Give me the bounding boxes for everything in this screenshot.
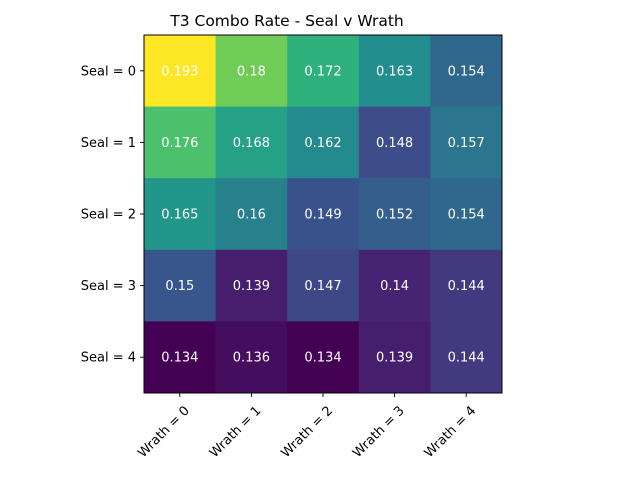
heatmap-cell-r4-c3 [358,321,431,394]
cell-value-label-r4-c3: 0.139 [376,351,413,366]
heatmap-cell-r3-c1 [215,249,288,322]
heatmap-value-labels: 0.193 0.18 0.172 0.163 0.154 0.176 0.168 0.162 0… [161,64,485,365]
heatmap-cells [144,35,503,394]
cell-value-label-r4-c4: 0.144 [448,351,485,366]
heatmap-cell-r0-c1 [215,35,288,108]
y-tick-label: Seal = 0 [81,64,136,79]
heatmap-cell-r3-c3 [358,249,431,322]
cell-value-label-r3-c0: 0.15 [165,279,194,294]
heatmap-cell-r3-c0 [144,249,217,322]
cell-value-label-r2-c3: 0.152 [376,208,413,223]
cell-value-label-r2-c4: 0.154 [448,208,485,223]
chart-title: T3 Combo Rate - Seal v Wrath [169,12,404,30]
y-tick-label: Seal = 3 [81,279,136,294]
y-tick-label: Seal = 2 [81,208,136,223]
plot-frame [143,34,503,394]
cell-value-label-r0-c0: 0.193 [161,64,198,79]
cell-value-label-r3-c4: 0.144 [448,279,485,294]
heatmap-cell-r1-c1 [215,106,288,179]
heatmap-cell-r2-c3 [358,178,431,251]
heatmap-cell-r1-c4 [430,106,503,179]
cell-value-label-r4-c0: 0.134 [161,351,198,366]
cell-value-label-r3-c1: 0.139 [233,279,270,294]
heatmap-cell-r1-c0 [144,106,217,179]
y-tick-label: Seal = 1 [81,136,136,151]
heatmap-cell-r3-c2 [287,249,360,322]
heatmap-cell-r1-c3 [358,106,431,179]
cell-value-label-r2-c0: 0.165 [161,208,198,223]
cell-value-label-r0-c3: 0.163 [376,64,413,79]
heatmap-cell-r0-c4 [430,35,503,108]
cell-value-label-r0-c1: 0.18 [237,64,266,79]
heatmap-cell-r4-c2 [287,321,360,394]
cell-value-label-r3-c3: 0.14 [380,279,409,294]
cell-value-label-r4-c2: 0.134 [304,351,341,366]
heatmap-cell-r1-c2 [287,106,360,179]
cell-value-label-r1-c3: 0.148 [376,136,413,151]
cell-value-label-r0-c2: 0.172 [304,64,341,79]
heatmap-cell-r2-c0 [144,178,217,251]
cell-value-label-r4-c1: 0.136 [233,351,270,366]
heatmap-cell-r2-c2 [287,178,360,251]
heatmap-cell-r0-c0 [144,35,217,108]
cell-value-label-r0-c4: 0.154 [448,64,485,79]
heatmap-cell-r4-c1 [215,321,288,394]
heatmap-cell-r4-c0 [144,321,217,394]
cell-value-label-r1-c4: 0.157 [448,136,485,151]
heatmap-cell-r2-c1 [215,178,288,251]
heatmap-cell-r0-c3 [358,35,431,108]
cell-value-label-r3-c2: 0.147 [304,279,341,294]
y-tick-label: Seal = 4 [81,351,136,366]
cell-value-label-r2-c2: 0.149 [304,208,341,223]
heatmap-cell-r3-c4 [430,249,503,322]
cell-value-label-r1-c1: 0.168 [233,136,270,151]
y-axis-ticks: Seal = 0 Seal = 1 Seal = 2 Seal = 3 Seal = 4 [81,64,144,366]
heatmap-cell-r4-c4 [430,321,503,394]
cell-value-label-r1-c2: 0.162 [304,136,341,151]
heatmap-cell-r2-c4 [430,178,503,251]
cell-value-label-r2-c1: 0.16 [237,208,266,223]
cell-value-label-r1-c0: 0.176 [161,136,198,151]
heatmap-cell-r0-c2 [287,35,360,108]
